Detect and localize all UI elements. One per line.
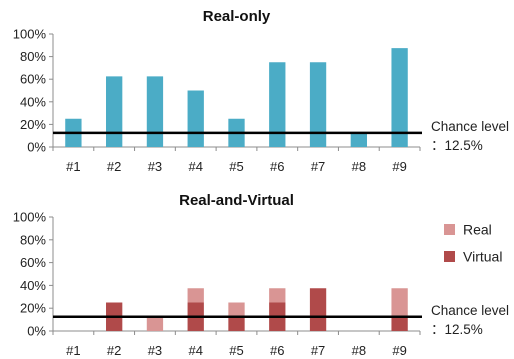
x-tick-label: #8 [352, 343, 366, 358]
real-bar [187, 288, 204, 303]
y-tick-label: 40% [20, 94, 46, 109]
x-tick-label: #5 [229, 343, 243, 358]
x-tick-label: #6 [270, 159, 284, 174]
bar [350, 132, 367, 147]
x-tick-label: #4 [188, 343, 202, 358]
x-tick-label: #3 [148, 159, 162, 174]
chart-title: Real-and-Virtual [179, 192, 294, 209]
chance-level-label: Chance level [431, 119, 509, 134]
virtual-bar [309, 288, 327, 331]
x-tick-label: #7 [311, 343, 325, 358]
x-tick-label: #2 [107, 159, 121, 174]
y-tick-label: 80% [20, 49, 46, 64]
x-tick-label: #3 [148, 343, 162, 358]
y-tick-label: 20% [20, 117, 46, 132]
bar [187, 90, 204, 147]
legend-label-virtual: Virtual [463, 249, 502, 265]
y-tick-label: 60% [20, 255, 46, 270]
x-tick-label: #9 [392, 159, 406, 174]
bar [146, 76, 164, 147]
y-tick-label: 0% [27, 140, 46, 155]
chance-level-value: ：12.5% [431, 322, 483, 337]
chart-title: Real-only [203, 8, 271, 25]
legend-label-real: Real [463, 222, 492, 238]
y-tick-label: 40% [20, 278, 46, 293]
x-tick-label: #2 [107, 343, 121, 358]
bar [391, 48, 408, 147]
x-tick-label: #9 [392, 343, 406, 358]
x-tick-label: #1 [66, 159, 80, 174]
x-tick-label: #4 [188, 159, 202, 174]
bar [106, 76, 123, 147]
y-tick-label: 0% [27, 324, 46, 339]
x-tick-label: #7 [311, 159, 325, 174]
virtual-bar [228, 316, 245, 331]
chart-panel-2: Real-and-Virtual 0% 20% 40% 60% 80% 100% #1 #2 #3… [13, 192, 509, 358]
y-tick-label: 100% [13, 27, 47, 42]
virtual-bar [391, 316, 408, 331]
chart-panel-1: Real-only 0% 20% 40% 60% 80% 100% #1 #2 #3 #4 #5 #6 #… [13, 8, 509, 174]
real-bar [146, 316, 164, 331]
x-tick-label: #8 [352, 159, 366, 174]
real-bar [228, 302, 245, 317]
chance-level-label: Chance level [431, 303, 509, 318]
x-tick-label: #6 [270, 343, 284, 358]
legend-swatch-virtual [444, 251, 455, 262]
real-bar [391, 288, 408, 317]
legend-swatch-real [444, 224, 455, 235]
chance-level-value: ：12.5% [431, 138, 483, 153]
y-tick-label: 100% [13, 210, 47, 225]
real-bar [269, 288, 286, 303]
y-tick-label: 60% [20, 72, 46, 87]
x-tick-label: #1 [66, 343, 80, 358]
bar [309, 62, 327, 147]
y-tick-label: 20% [20, 301, 46, 316]
y-tick-label: 80% [20, 232, 46, 247]
bar [269, 62, 286, 147]
x-tick-label: #5 [229, 159, 243, 174]
